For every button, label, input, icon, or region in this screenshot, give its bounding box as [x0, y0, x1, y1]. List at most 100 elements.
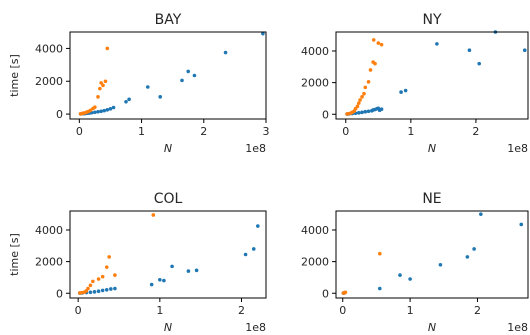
data-point	[98, 86, 102, 91]
data-point	[362, 91, 366, 96]
data-point	[99, 109, 103, 114]
x-axis-label: N	[164, 321, 172, 334]
data-point	[243, 252, 248, 257]
data-point	[107, 255, 111, 259]
y-tick-label: 4000	[301, 45, 329, 58]
series-1	[78, 213, 156, 295]
x-axis-label: N	[428, 321, 436, 334]
data-point	[127, 97, 131, 102]
x-tick-label: 2	[200, 125, 207, 138]
y-tick-label: 2000	[35, 256, 63, 269]
series-0	[345, 30, 527, 116]
data-point	[105, 108, 110, 112]
y-tick-label: 4000	[35, 224, 63, 237]
data-point	[96, 109, 100, 114]
panel-ne: NE 0 2000 4000 0 1 2 N 1e8	[301, 191, 529, 334]
data-point	[104, 265, 109, 269]
data-point	[113, 273, 117, 277]
data-point	[162, 278, 166, 283]
y-tick-label: 4000	[301, 224, 329, 237]
data-point	[101, 83, 105, 88]
x-tick-label: 0	[342, 125, 349, 138]
axes-frame	[69, 31, 267, 120]
series-0	[78, 31, 265, 116]
data-point	[363, 85, 368, 90]
data-point	[472, 247, 476, 251]
data-point	[360, 110, 364, 115]
y-axis-label: time [s]	[8, 233, 21, 276]
y-tick-label: 2000	[35, 75, 63, 88]
data-point	[186, 269, 191, 273]
data-point	[180, 78, 184, 83]
series-1	[78, 46, 110, 116]
data-point	[261, 31, 265, 36]
axes-frame	[69, 210, 267, 299]
data-point	[465, 255, 470, 259]
data-point	[96, 289, 101, 293]
data-point	[192, 73, 197, 78]
x-axis-label: N	[428, 142, 436, 155]
x-tick-label: 3	[263, 125, 270, 138]
data-point	[371, 38, 376, 42]
data-point	[100, 288, 105, 293]
y-tick-label: 0	[56, 287, 63, 300]
data-point	[91, 279, 95, 284]
data-point	[111, 105, 116, 110]
axes-frame	[335, 31, 529, 120]
data-point	[251, 247, 256, 251]
data-point	[104, 287, 109, 292]
y-tick-label: 0	[322, 287, 329, 300]
y-axis-label: time [s]	[8, 54, 21, 97]
data-point	[403, 88, 408, 93]
data-point	[379, 107, 384, 111]
data-point	[435, 42, 439, 46]
x-offset-label: 1e8	[245, 321, 266, 334]
data-point	[377, 251, 382, 256]
data-point	[356, 101, 361, 105]
x-offset-label: 1e8	[507, 321, 528, 334]
data-point	[256, 224, 260, 228]
x-offset-label: 1e8	[245, 142, 266, 155]
series-1	[345, 38, 384, 116]
data-point	[100, 274, 105, 279]
data-point	[170, 264, 174, 269]
data-point	[96, 277, 101, 281]
data-point	[398, 273, 402, 277]
data-point	[343, 290, 348, 295]
data-point	[99, 81, 103, 85]
data-point	[124, 99, 128, 104]
data-point	[399, 90, 403, 94]
data-point	[519, 222, 524, 227]
data-point	[93, 110, 97, 115]
panel-col: COL 0 2000 4000 0 1 2 N 1e8 time [s]	[8, 191, 267, 334]
data-point	[522, 48, 527, 52]
x-tick-label: 2	[238, 304, 245, 317]
series-0	[78, 224, 260, 295]
data-point	[360, 95, 364, 99]
y-tick-label: 4000	[35, 42, 63, 55]
x-tick-label: 0	[75, 304, 82, 317]
data-point	[96, 95, 100, 99]
data-point	[373, 61, 377, 66]
data-point	[368, 68, 373, 72]
y-tick-label: 0	[322, 108, 329, 121]
data-point	[88, 283, 93, 288]
data-point	[109, 287, 113, 291]
data-point	[105, 46, 110, 51]
data-point	[145, 85, 150, 89]
data-point	[356, 111, 361, 115]
x-tick-label: 2	[474, 304, 481, 317]
y-tick-label: 2000	[301, 77, 329, 90]
series-0	[341, 212, 524, 295]
data-point	[355, 104, 360, 109]
series-1	[341, 251, 382, 295]
data-point	[151, 213, 156, 217]
data-point	[158, 278, 162, 282]
x-tick-label: 0	[76, 125, 83, 138]
data-point	[108, 107, 113, 111]
data-point	[223, 50, 228, 55]
panel-title: COL	[154, 191, 183, 207]
data-point	[366, 80, 371, 84]
panel-bay: BAY 0 2000 4000 0 1 2 3 N 1e8 time [s]	[8, 12, 270, 155]
x-tick-label: 1	[407, 304, 414, 317]
